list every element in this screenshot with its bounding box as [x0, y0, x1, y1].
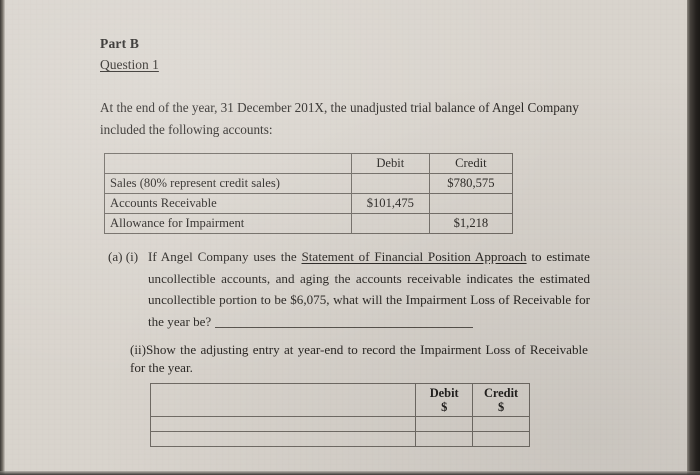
row-credit: $1,218 — [428, 213, 514, 234]
journal-header-debit: Debit $ — [415, 383, 474, 417]
row-label: Allowance for Impairment — [104, 213, 352, 234]
question-a-text-before: If Angel Company uses the — [148, 249, 302, 264]
question-a-marker: (a) (i) — [108, 249, 139, 264]
trial-balance-table: Debit Credit Sales (80% represent credit… — [104, 153, 514, 234]
journal-header-account — [149, 383, 417, 417]
header-debit: Debit — [350, 153, 430, 174]
table-header-row: Debit Credit — [104, 153, 514, 174]
row-debit — [350, 173, 430, 194]
question-a-text: If Angel Company uses the Statement of F… — [108, 246, 590, 332]
journal-row-debit[interactable] — [415, 416, 474, 432]
question-a-i: (a) (i) If Angel Company uses the Statem… — [108, 246, 590, 332]
photo-bottom-edge — [0, 471, 700, 475]
row-credit: $780,575 — [428, 173, 514, 194]
journal-header-row: Debit $ Credit $ — [149, 383, 530, 417]
answer-blank-line[interactable] — [215, 313, 474, 328]
question-heading: Question 1 — [100, 57, 159, 72]
photo-left-edge — [0, 0, 5, 475]
journal-header-credit: Credit $ — [472, 383, 530, 417]
journal-header-debit-currency: $ — [441, 400, 448, 414]
journal-entry-row — [149, 431, 530, 447]
row-label: Accounts Receivable — [104, 193, 352, 214]
table-row: Accounts Receivable $101,475 — [104, 193, 514, 214]
journal-row-account[interactable] — [149, 416, 417, 432]
journal-entry-table: Debit $ Credit $ — [149, 383, 530, 447]
question-a-text-after: to estimate uncollectible accounts, and … — [148, 249, 590, 329]
row-label: Sales (80% represent credit sales) — [104, 173, 352, 194]
journal-header-debit-label: Debit — [429, 386, 459, 400]
journal-row-credit[interactable] — [472, 416, 530, 432]
journal-row-debit[interactable] — [415, 431, 474, 447]
journal-entry-row — [149, 416, 530, 432]
row-credit — [428, 193, 514, 214]
journal-row-account[interactable] — [149, 431, 417, 447]
header-account — [104, 153, 352, 174]
table-row: Sales (80% represent credit sales) $780,… — [104, 173, 514, 194]
header-credit: Credit — [428, 153, 514, 174]
page-title: Part B — [100, 36, 140, 51]
row-debit: $101,475 — [350, 193, 430, 214]
journal-header-credit-label: Credit — [483, 386, 519, 400]
journal-header-credit-currency: $ — [497, 400, 505, 414]
row-debit — [350, 213, 430, 234]
question-a-underlined-phrase: Statement of Financial Position Approach — [301, 249, 527, 264]
question-a-ii-text: (ii)Show the adjusting entry at year-end… — [130, 342, 588, 375]
intro-paragraph: At the end of the year, 31 December 201X… — [100, 100, 579, 137]
photo-right-edge — [687, 0, 700, 475]
journal-row-credit[interactable] — [472, 431, 530, 447]
table-row: Allowance for Impairment $1,218 — [104, 213, 514, 234]
